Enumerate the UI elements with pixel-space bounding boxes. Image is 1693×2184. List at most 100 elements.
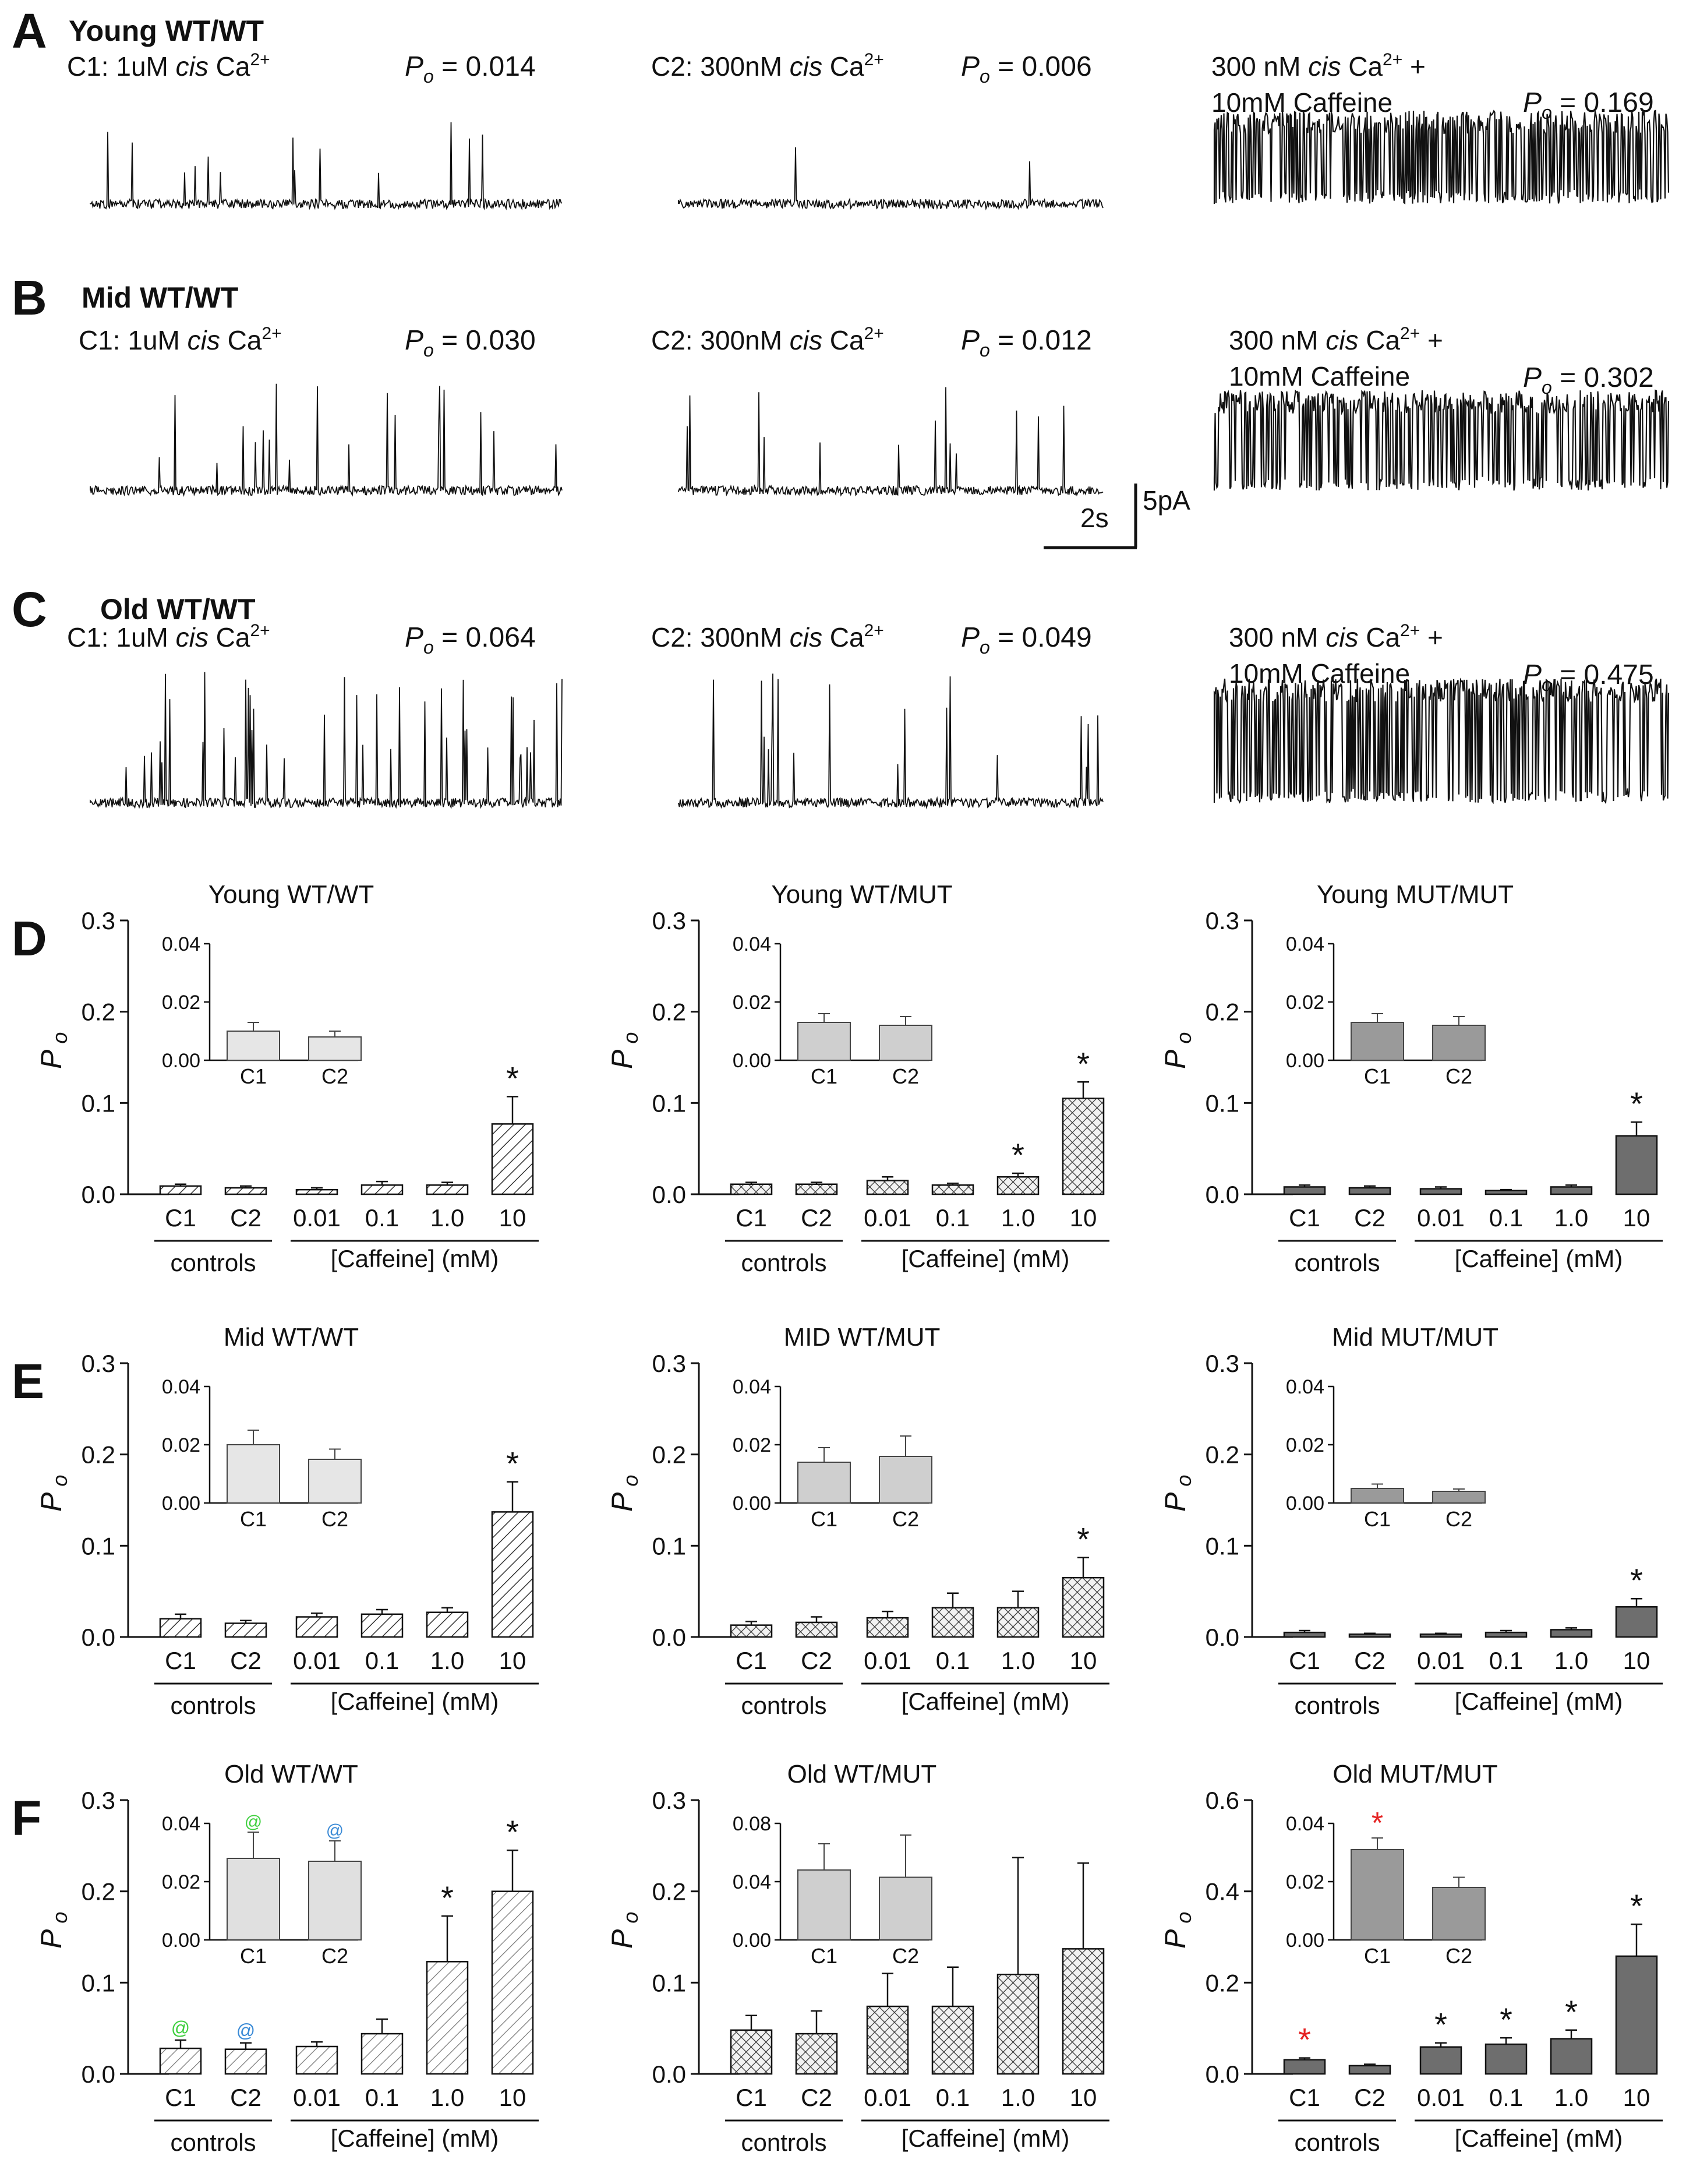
y-tick-label: 0.1 — [652, 1969, 686, 1996]
po-label: Po = 0.030 — [405, 325, 536, 361]
y-tick-label: 0.1 — [1206, 1532, 1239, 1560]
y-axis-label-p: P — [606, 1049, 638, 1069]
y-tick-label: 0.0 — [652, 1624, 686, 1651]
chart-title: Young WT/WT — [208, 880, 374, 909]
po-value: 0.049 — [1022, 622, 1092, 653]
significance-star: * — [1565, 1994, 1578, 2030]
inset-bar — [1351, 1849, 1404, 1940]
y-axis-label: P o — [1159, 1912, 1196, 1949]
y-axis-label-sub: o — [618, 1912, 642, 1929]
bar — [1419, 1188, 1462, 1195]
bar — [491, 1511, 534, 1638]
inset-y-tick-label: 0.02 — [1286, 1434, 1324, 1456]
y-tick-label: 0.1 — [652, 1532, 686, 1560]
inset-chart: 0.00 0.02 0.04 C1 C2 — [733, 1376, 932, 1531]
inset-y-tick-label: 0.04 — [162, 933, 200, 955]
inset-bar — [227, 1444, 280, 1504]
x-tick-label: 0.1 — [936, 2084, 970, 2111]
trace-segment: C2: 300nM cis Ca2+ Po = 0.006 — [651, 50, 1104, 211]
bar — [1348, 1187, 1391, 1195]
bar — [491, 1890, 534, 2075]
condition-text-tail: + — [1420, 622, 1443, 652]
condition-cis: cis — [1326, 325, 1358, 355]
inset-y-tick-label: 0.02 — [1286, 1871, 1324, 1893]
bar — [1348, 1633, 1391, 1638]
inset-x-tick-label: C1 — [1364, 1064, 1391, 1088]
group-label-controls: controls — [741, 1249, 826, 1276]
condition-text: C2: 300nM — [651, 51, 790, 82]
inset-bar — [879, 1876, 932, 1940]
y-axis-label-sub: o — [48, 1032, 72, 1050]
po-symbol: P — [961, 622, 980, 653]
inset-bar — [797, 1462, 851, 1504]
significance-star: * — [1630, 1562, 1643, 1599]
inset-bar — [1351, 1488, 1404, 1504]
x-tick-label: C1 — [165, 2084, 196, 2111]
condition-label: 300 nM cis Ca2+ + — [1229, 621, 1443, 652]
inset-y-tick-label: 0.04 — [1286, 933, 1324, 955]
inset-chart: 0.00 0.04 0.08 C1 C2 — [733, 1813, 932, 1968]
y-tick-label: 0.1 — [82, 1089, 115, 1117]
condition-ion: Ca — [822, 622, 864, 652]
inset-bar — [879, 1025, 932, 1061]
bar — [931, 1607, 974, 1638]
x-tick-label: 10 — [1070, 1204, 1097, 1232]
bar — [866, 1617, 909, 1638]
y-tick-label: 0.0 — [652, 2060, 686, 2088]
inset-y-tick-label: 0.02 — [162, 992, 200, 1014]
y-tick-label: 0.2 — [1206, 998, 1239, 1026]
po-value: 0.006 — [1022, 51, 1092, 82]
channel-trace — [678, 387, 1104, 497]
bar — [224, 1187, 267, 1195]
bar — [1485, 1631, 1528, 1638]
bar-chart: Old WT/MUT 0.0 0.1 0.2 0.3 P o C1 C2 0.01 0.1 1.0 1… — [606, 1760, 1109, 2156]
inset-y-tick-label: 0.02 — [162, 1434, 200, 1456]
inset-chart: 0.00 0.02 0.04 C1 C2 — [1286, 933, 1486, 1088]
condition-label: 10mM Caffeine — [1229, 658, 1410, 689]
inset-bar — [1432, 1025, 1486, 1061]
inset-y-tick-label: 0.04 — [1286, 1813, 1324, 1835]
y-axis-label-sub: o — [48, 1475, 72, 1493]
x-tick-label: C2 — [801, 1204, 832, 1232]
po-subscript: o — [423, 637, 434, 658]
trace-segment: C1: 1uM cis Ca2+ Po = 0.014 — [67, 50, 563, 211]
trace-segment: 300 nM cis Ca2+ +10mM Caffeine Po = 0.302 — [1213, 324, 1670, 491]
inset-x-tick-label: C2 — [892, 1064, 919, 1088]
channel-trace — [1213, 110, 1670, 204]
bar — [1550, 2038, 1593, 2075]
trace-segment: C1: 1uM cis Ca2+ Po = 0.030 — [79, 324, 563, 498]
inset-chart: 0.00 0.02 0.04 C1 C2 — [733, 933, 932, 1088]
condition-cis: cis — [188, 325, 220, 355]
bar — [159, 1618, 202, 1638]
inset-x-tick-label: C1 — [811, 1507, 837, 1531]
condition-text: C1: 1uM — [67, 51, 176, 82]
group-label-caffeine: [Caffeine] (mM) — [902, 2125, 1070, 2152]
x-tick-label: 1.0 — [1001, 1204, 1035, 1232]
trace-segment: C2: 300nM cis Ca2+ Po = 0.012 — [651, 324, 1104, 497]
y-tick-label: 0.2 — [82, 1878, 115, 1906]
po-subscript: o — [980, 66, 990, 87]
significance-star: * — [1434, 2006, 1447, 2043]
bar — [1419, 1633, 1462, 1638]
po-value: 0.064 — [466, 622, 536, 653]
significance-star: * — [1630, 1085, 1643, 1122]
inset-x-tick-label: C2 — [892, 1507, 919, 1531]
y-tick-label: 0.1 — [1206, 1089, 1239, 1117]
x-tick-label: C1 — [736, 2084, 767, 2111]
inset-y-tick-label: 0.04 — [733, 1376, 771, 1398]
inset-y-tick-label: 0.02 — [162, 1871, 200, 1893]
x-tick-label: 0.1 — [1489, 2084, 1523, 2111]
y-axis-label-p: P — [35, 1492, 68, 1512]
x-tick-label: C2 — [230, 1204, 261, 1232]
x-tick-label: 10 — [1070, 1647, 1097, 1674]
condition-cis: cis — [176, 622, 208, 652]
y-tick-label: 0.0 — [1206, 1181, 1239, 1208]
chart-title: MID WT/MUT — [784, 1323, 941, 1352]
po-symbol: P — [405, 325, 423, 356]
y-tick-label: 0.3 — [652, 1787, 686, 1814]
bar — [295, 1616, 338, 1638]
inset-bar — [797, 1869, 851, 1940]
